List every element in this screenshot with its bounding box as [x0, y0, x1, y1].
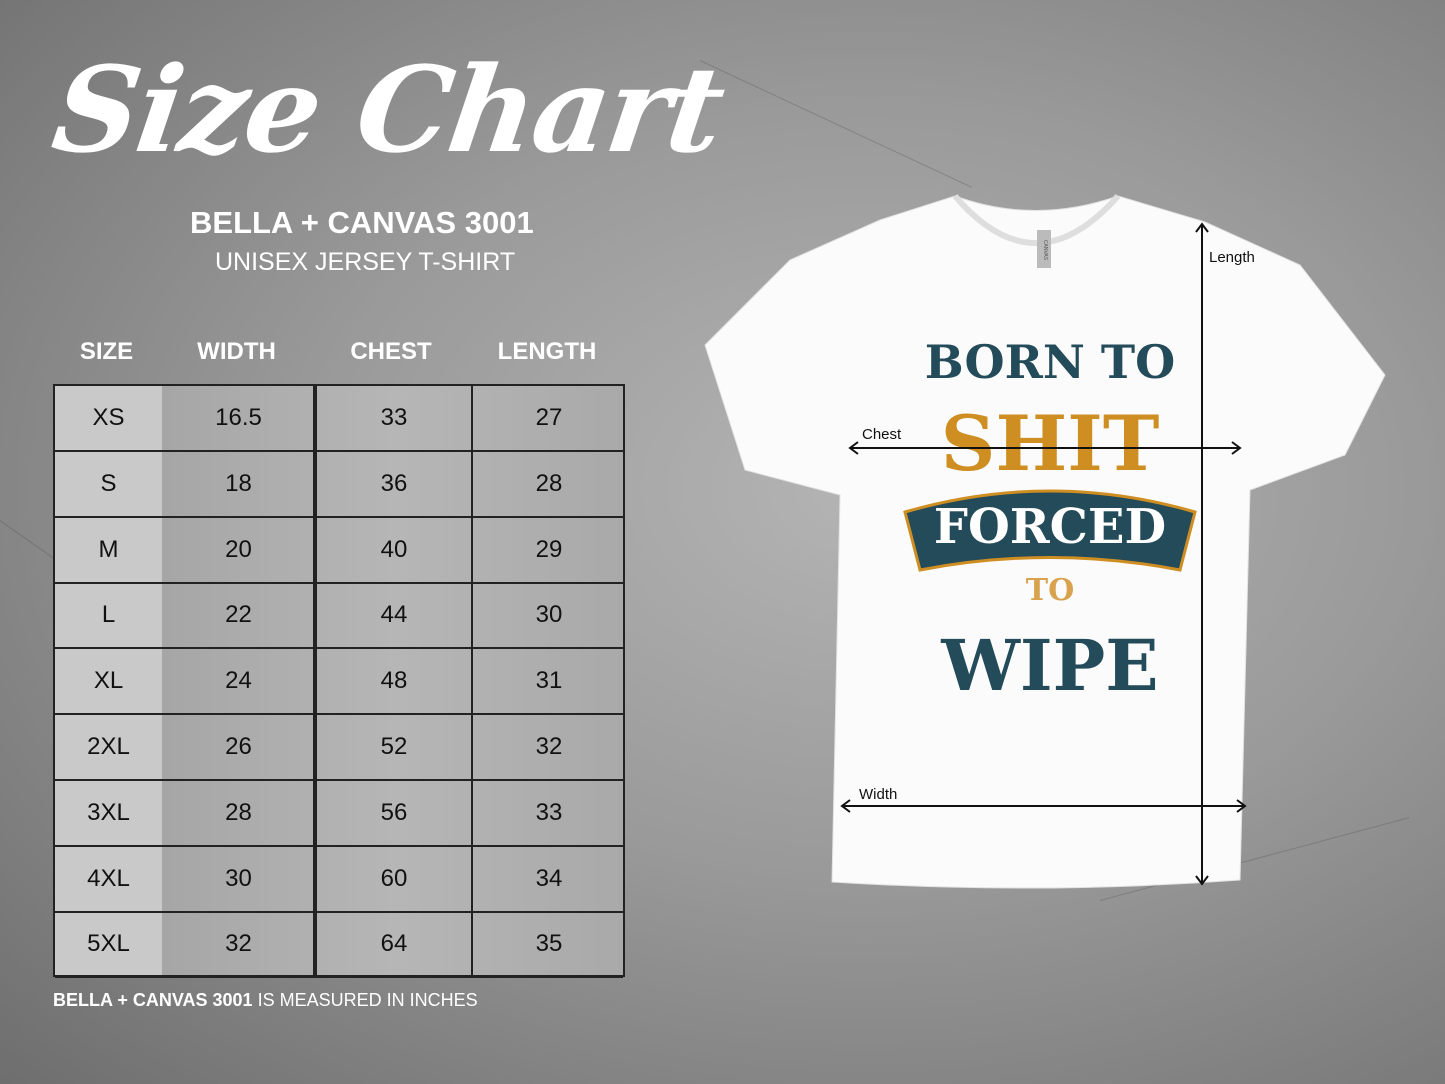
design-banner — [903, 489, 1197, 572]
column-header-chest: CHEST — [350, 338, 432, 365]
table-cell-length: 32 — [471, 715, 625, 779]
table-row: XL 24 48 31 — [55, 649, 625, 716]
column-header-size: SIZE — [79, 338, 134, 365]
table-row: 3XL 28 56 33 — [55, 780, 625, 847]
table-cell-width: 22 — [225, 601, 252, 629]
table-cell-width: 32 — [225, 930, 252, 958]
note-text: IS MEASURED IN INCHES — [252, 990, 478, 1010]
table-cell-length: 29 — [471, 517, 625, 582]
table-cell-size: L — [101, 601, 116, 629]
table-cell-length: 35 — [471, 912, 625, 977]
table-cell-chest: 52 — [315, 715, 471, 779]
chest-label: Chest — [862, 426, 902, 443]
table-cell-width: 26 — [225, 733, 252, 760]
table-cell-length: 33 — [471, 780, 625, 845]
column-header-width: WIDTH — [197, 338, 276, 365]
table-cell-length: 34 — [471, 846, 625, 911]
design-line-shit: SHIT — [941, 399, 1160, 488]
table-cell-length: 31 — [471, 649, 625, 714]
table-cell-chest: 36 — [315, 451, 471, 516]
design-line-born-to: BORN TO — [925, 335, 1175, 389]
design-line-wipe: WIPE — [940, 624, 1158, 707]
width-label: Width — [859, 786, 897, 803]
table-cell-size: 5XL — [87, 930, 130, 958]
table-row: L 22 44 30 — [55, 583, 625, 650]
table-row: XS 16.5 33 27 — [55, 386, 623, 452]
note-brand: BELLA + CANVAS 3001 — [53, 990, 253, 1010]
product-subtitle: UNISEX JERSEY T-SHIRT — [215, 248, 516, 276]
column-header-length: LENGTH — [497, 338, 597, 365]
length-label: Length — [1209, 249, 1255, 266]
column-divider — [313, 386, 315, 975]
table-row: 4XL 30 60 34 — [55, 846, 625, 913]
table-cell-length: 30 — [471, 583, 625, 648]
tag-label: CANVAS — [1042, 240, 1048, 261]
table-cell-chest: 48 — [315, 649, 471, 714]
table-cell-size: XL — [93, 667, 124, 695]
table-cell-size: 3XL — [87, 798, 130, 826]
table-row: M 20 40 29 — [55, 517, 625, 584]
design-line-to: TO — [1026, 573, 1074, 608]
table-cell-width: 24 — [225, 667, 252, 695]
table-cell-length: 28 — [471, 451, 625, 516]
table-cell-size: 4XL — [87, 864, 130, 892]
table-row: 5XL 32 64 35 — [55, 912, 625, 979]
table-cell-width: 18 — [225, 469, 252, 497]
table-cell-width: 20 — [225, 535, 252, 563]
table-cell-width: 28 — [225, 798, 252, 826]
table-cell-length: 27 — [471, 386, 625, 450]
table-row: 2XL 26 52 32 — [55, 715, 623, 781]
table-cell-size: M — [98, 535, 119, 563]
measurement-note: BELLA + CANVAS 3001 IS MEASURED IN INCHE… — [53, 990, 478, 1011]
design-line-forced: FORCED — [934, 499, 1166, 555]
table-cell-chest: 56 — [315, 780, 471, 845]
table-cell-size: XS — [92, 404, 125, 431]
table-cell-size: S — [100, 469, 117, 497]
table-cell-chest: 33 — [315, 386, 471, 450]
table-cell-chest: 64 — [315, 912, 471, 977]
table-cell-chest: 44 — [315, 583, 471, 648]
table-cell-width: 16.5 — [215, 404, 262, 431]
table-cell-chest: 60 — [315, 846, 471, 911]
tshirt-collar — [952, 194, 1121, 246]
brand-name: BELLA + CANVAS 3001 — [190, 205, 534, 240]
table-cell-chest: 40 — [315, 517, 471, 582]
table-cell-size: 2XL — [87, 733, 130, 760]
table-row: S 18 36 28 — [55, 451, 625, 518]
tshirt-tag — [1037, 230, 1051, 268]
size-table: XS 16.5 33 27 S 18 36 28 M 20 40 29 L 22 44 30 XL 24 48 31 2… — [53, 384, 625, 979]
table-cell-width: 30 — [225, 864, 252, 892]
